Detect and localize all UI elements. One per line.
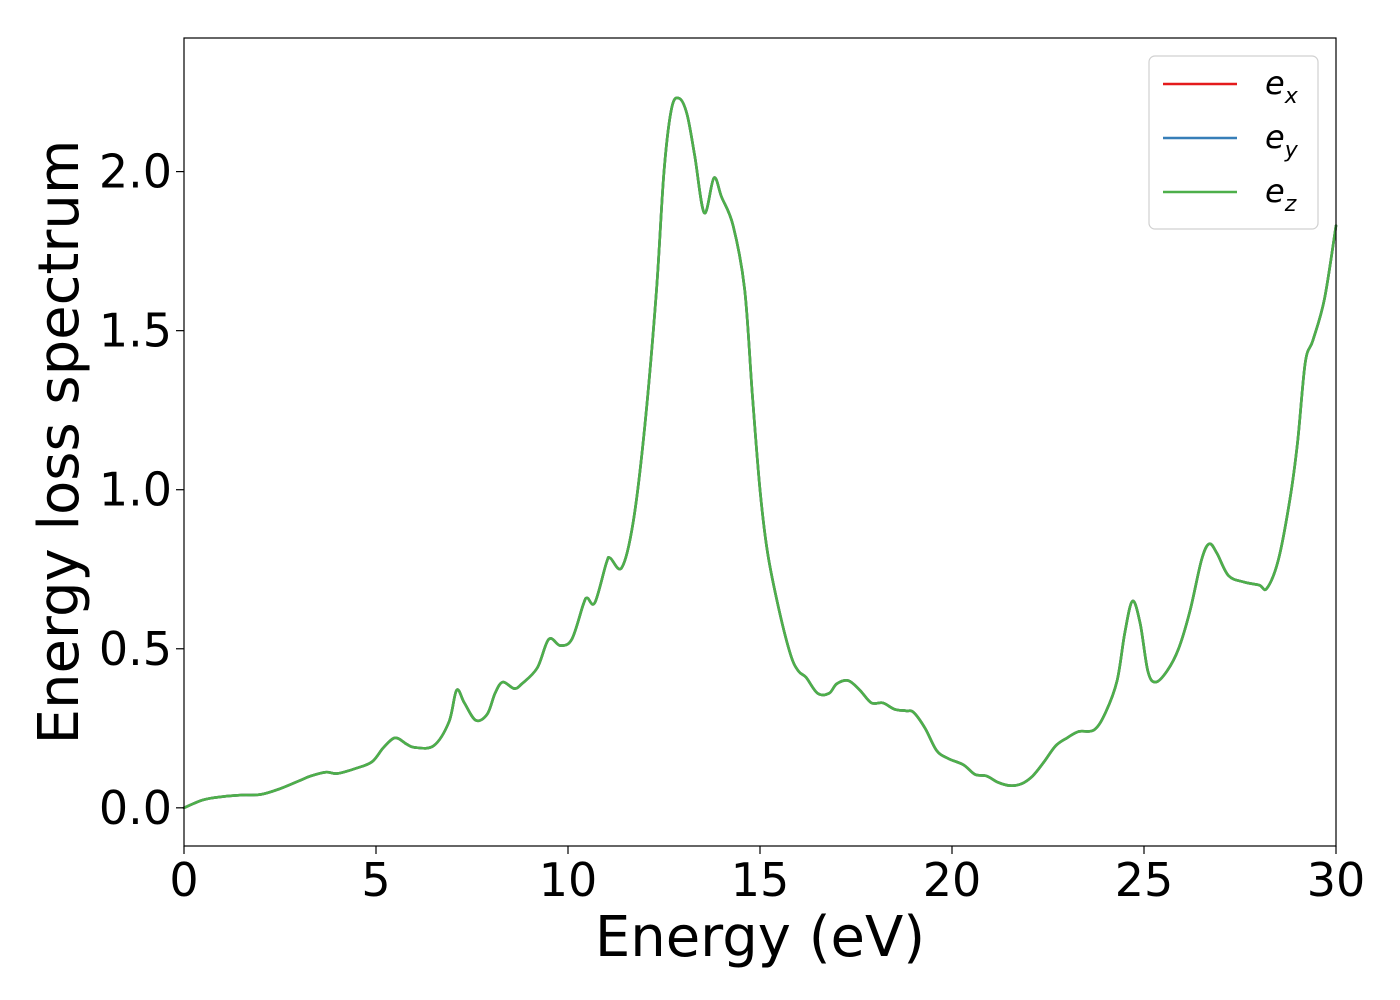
legend-label-ex: ex (1265, 64, 1299, 109)
x-tick-label: 0 (169, 853, 198, 907)
x-tick-label: 15 (731, 853, 790, 907)
x-tick-label: 10 (539, 853, 598, 907)
x-tick-label: 30 (1307, 853, 1366, 907)
series-layer (182, 96, 1338, 810)
legend-label-ey: ey (1265, 118, 1299, 163)
y-tick-label: 1.5 (99, 304, 172, 358)
y-axis-ticks: 0.0 0.5 1.0 1.5 2.0 (99, 145, 184, 835)
series-line-e-z (182, 96, 1338, 810)
x-axis-ticks: 0 5 10 15 20 25 30 (169, 846, 1365, 907)
y-axis-title: Energy loss spectrum (27, 140, 92, 745)
y-tick-label: 1.0 (99, 463, 172, 517)
legend-frame (1148, 55, 1319, 230)
legend: ex ey ez (1148, 55, 1319, 230)
x-tick-label: 20 (923, 853, 982, 907)
x-tick-label: 5 (361, 853, 390, 907)
y-tick-label: 0.5 (99, 622, 172, 676)
y-tick-label: 0.0 (99, 781, 172, 835)
legend-label-ez: ez (1265, 172, 1297, 217)
x-axis-title: Energy (eV) (595, 905, 925, 970)
y-tick-label: 2.0 (99, 145, 172, 199)
x-tick-label: 25 (1115, 853, 1174, 907)
